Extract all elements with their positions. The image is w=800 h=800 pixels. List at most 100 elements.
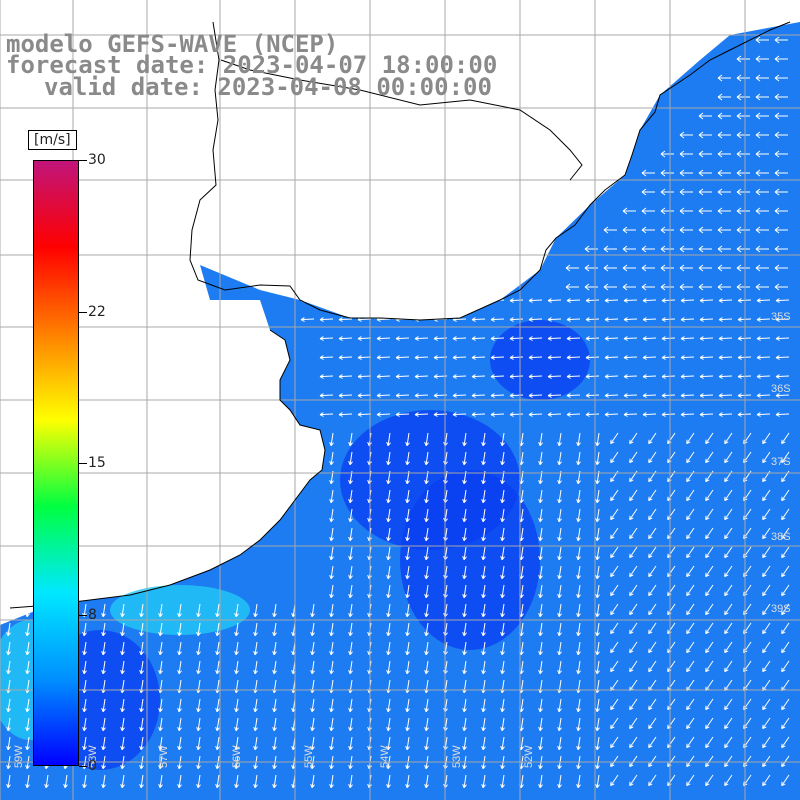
wind-arrow — [699, 393, 714, 398]
wind-arrow — [386, 546, 391, 561]
wind-arrow — [319, 317, 334, 322]
wind-arrow — [405, 698, 410, 713]
wind-arrow — [557, 489, 562, 504]
wind-arrow — [547, 298, 562, 303]
wind-arrow — [755, 74, 769, 82]
wind-arrow — [481, 489, 486, 504]
wind-arrow — [595, 736, 600, 751]
colorbar-tick — [79, 614, 87, 616]
wind-arrow — [781, 451, 790, 464]
wind-arrow — [756, 355, 771, 360]
wind-arrow — [253, 622, 258, 637]
wind-arrow — [699, 355, 714, 360]
latitude-label: 37S — [771, 456, 791, 468]
wind-arrow — [680, 374, 695, 379]
wind-arrow — [585, 393, 600, 398]
wind-arrow — [253, 774, 258, 789]
wind-arrow — [386, 660, 391, 675]
wind-arrow — [82, 641, 87, 656]
wind-arrow — [25, 717, 30, 732]
wind-arrow — [774, 245, 788, 253]
wind-arrow — [310, 698, 315, 713]
wind-arrow — [781, 508, 790, 521]
wind-arrow — [376, 355, 391, 360]
wind-arrow — [25, 641, 30, 656]
wind-arrow — [667, 641, 676, 654]
wind-arrow — [6, 660, 11, 675]
wind-arrow — [781, 622, 790, 635]
wind-arrow — [462, 603, 467, 618]
wind-arrow — [686, 736, 695, 749]
wind-arrow — [781, 603, 790, 616]
wind-arrow — [774, 264, 788, 272]
wind-arrow — [500, 546, 505, 561]
wind-arrow — [139, 660, 144, 675]
wind-arrow — [329, 489, 334, 504]
wind-arrow — [253, 717, 258, 732]
forecast-date: forecast date: 2023-04-07 18:00:00 — [6, 51, 498, 79]
wind-arrow — [528, 412, 543, 417]
wind-arrow — [348, 774, 353, 789]
wind-arrow — [528, 298, 543, 303]
wind-arrow — [576, 641, 581, 656]
wind-arrow — [471, 355, 486, 360]
wind-arrow — [557, 622, 562, 637]
wind-arrow — [629, 641, 638, 654]
wind-arrow — [25, 603, 30, 618]
wind-arrow — [679, 264, 693, 272]
wind-arrow — [557, 717, 562, 732]
wind-arrow — [774, 55, 788, 63]
wind-arrow — [648, 603, 657, 616]
wind-arrow — [481, 527, 486, 542]
wind-arrow — [724, 774, 733, 787]
wind-arrow — [724, 698, 733, 711]
wind-arrow — [547, 336, 562, 341]
wind-arrow — [736, 74, 750, 82]
wind-arrow — [300, 317, 315, 322]
wind-arrow — [648, 717, 657, 730]
wind-arrow — [405, 546, 410, 561]
wind-arrow — [661, 412, 676, 417]
wind-arrow — [500, 451, 505, 466]
wind-arrow — [724, 755, 733, 768]
wind-arrow — [177, 774, 182, 789]
wind-arrow — [623, 393, 638, 398]
wind-arrow — [623, 412, 638, 417]
wind-arrow — [641, 245, 655, 253]
wind-arrow — [376, 374, 391, 379]
wind-arrow — [667, 508, 676, 521]
wind-arrow — [667, 584, 676, 597]
wind-arrow — [762, 774, 771, 787]
wind-arrow — [405, 603, 410, 618]
wind-arrow — [177, 641, 182, 656]
wind-arrow — [329, 736, 334, 751]
wind-arrow — [538, 641, 543, 656]
wind-arrow — [698, 226, 712, 234]
latitude-label: 36S — [771, 383, 791, 395]
colorbar-tick — [79, 160, 87, 161]
wind-arrow — [775, 317, 790, 322]
wind-arrow — [528, 336, 543, 341]
valid-date: valid date: 2023-04-08 00:00:00 — [44, 73, 492, 101]
wind-arrow — [781, 736, 790, 749]
wind-arrow — [452, 393, 467, 398]
wind-arrow — [462, 660, 467, 675]
wind-arrow — [661, 317, 676, 322]
wind-arrow — [755, 112, 769, 120]
wind-arrow — [566, 317, 581, 322]
wind-arrow — [82, 774, 87, 789]
wind-arrow — [348, 432, 353, 447]
wind-arrow — [338, 336, 353, 341]
wind-arrow — [623, 355, 638, 360]
wind-arrow — [705, 717, 714, 730]
wind-arrow — [629, 489, 638, 502]
wind-arrow — [500, 717, 505, 732]
wind-arrow — [755, 150, 769, 158]
wind-arrow — [566, 336, 581, 341]
wind-arrow — [595, 565, 600, 580]
wind-arrow — [661, 355, 676, 360]
longitude-label: 54W — [379, 745, 391, 768]
wind-arrow — [718, 336, 733, 341]
wind-arrow — [538, 432, 543, 447]
wind-arrow — [576, 489, 581, 504]
